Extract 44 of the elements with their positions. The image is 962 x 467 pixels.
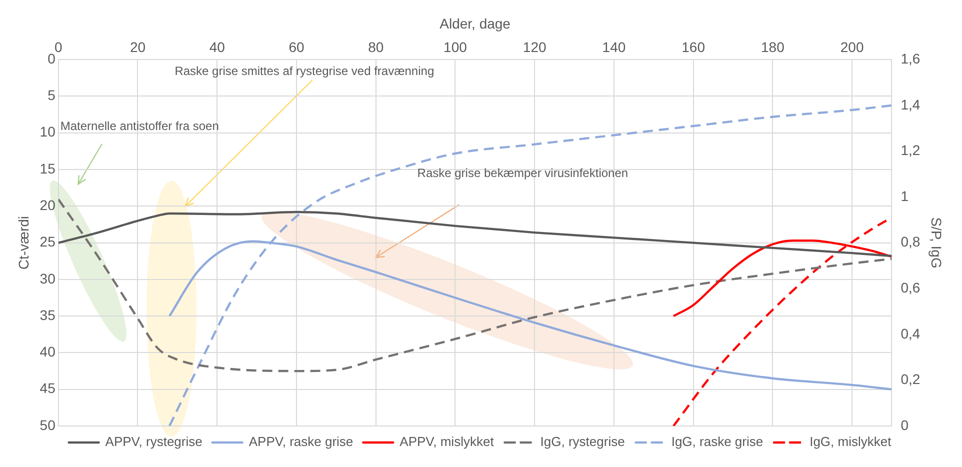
y-tick-label: 45 bbox=[40, 380, 56, 396]
y2-tick-label: 0,6 bbox=[900, 279, 920, 296]
x-tick-label: 80 bbox=[368, 39, 384, 56]
annotation: Raske grise smittes af rystegrise ved fravænning bbox=[174, 62, 434, 79]
line-series bbox=[58, 198, 892, 372]
legend-label: IgG, raske grise bbox=[671, 434, 764, 450]
x-tick-label: 40 bbox=[209, 39, 226, 56]
x-tick-label: 160 bbox=[682, 39, 706, 56]
annotation: Maternelle antistoffer fra soen bbox=[60, 118, 219, 134]
legend-label: APPV, raske grise bbox=[248, 434, 354, 450]
y-tick-label: 5 bbox=[48, 87, 56, 104]
y-tick-label: 10 bbox=[40, 124, 56, 140]
y-axis-title: Ct-værdi bbox=[15, 216, 32, 270]
y2-tick-label: 1,4 bbox=[900, 96, 920, 112]
y-tick-label: 20 bbox=[40, 197, 56, 214]
x-tick-label: 180 bbox=[761, 39, 785, 56]
y2-tick-label: 0 bbox=[900, 416, 909, 433]
y-tick-label: 30 bbox=[40, 270, 56, 286]
y2-tick-label: 1 bbox=[900, 188, 909, 204]
annotation: Raske grise bekæmper virusinfektionen bbox=[417, 165, 628, 182]
y-tick-label: 40 bbox=[40, 344, 56, 360]
y-tick-label: 25 bbox=[40, 234, 56, 250]
line-series bbox=[58, 210, 892, 258]
y-tick-label: 0 bbox=[48, 50, 56, 66]
y-tick-label: 50 bbox=[40, 416, 56, 433]
x-tick-label: 20 bbox=[130, 39, 146, 56]
x-tick-label: 200 bbox=[840, 39, 864, 56]
y-tick-label: 15 bbox=[40, 160, 56, 176]
y2-tick-label: 1,2 bbox=[900, 142, 920, 158]
y2-tick-label: 0,2 bbox=[900, 371, 920, 388]
legend-label: IgG, mislykket bbox=[810, 434, 892, 450]
legend-label: APPV, mislykket bbox=[400, 434, 494, 450]
y2-tick-label: 0,4 bbox=[900, 325, 920, 342]
y2-tick-label: 1,6 bbox=[900, 50, 920, 66]
y2-tick-label: 0,8 bbox=[900, 234, 920, 250]
x-tick-label: 60 bbox=[288, 39, 304, 56]
x-tick-label: 120 bbox=[522, 39, 546, 56]
legend-label: IgG, rystegrise bbox=[540, 434, 625, 450]
y2-axis-title: S/P, IgG bbox=[928, 217, 945, 268]
x-tick-label: 100 bbox=[444, 39, 468, 56]
y-tick-label: 35 bbox=[40, 306, 56, 323]
x-axis-title: Alder, dage bbox=[440, 15, 511, 32]
legend-label: APPV, rystegrise bbox=[105, 434, 202, 450]
x-tick-label: 140 bbox=[602, 39, 626, 56]
